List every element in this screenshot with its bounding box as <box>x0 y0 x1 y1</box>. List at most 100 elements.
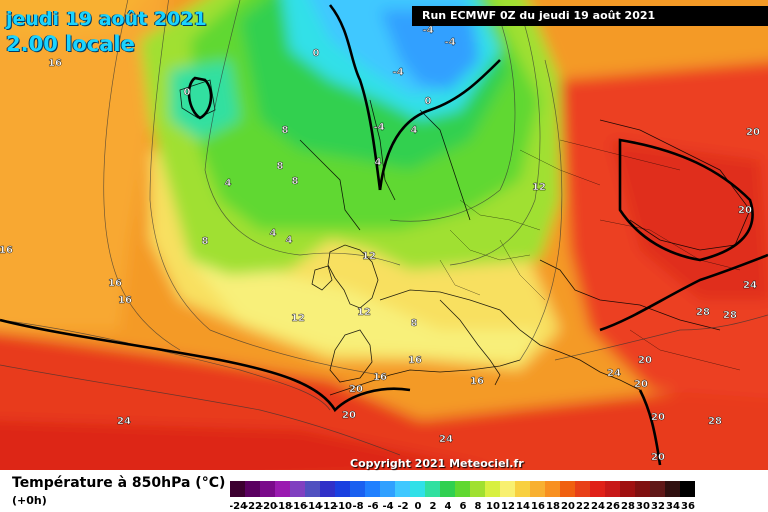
isotherm-label: 4 <box>225 178 232 189</box>
isotherm-label: 20 <box>342 410 356 421</box>
scale-swatch <box>410 481 425 497</box>
scale-swatch <box>320 481 335 497</box>
scale-swatch <box>500 481 515 497</box>
isotherm-label: 16 <box>118 295 132 306</box>
scale-tick-label: 14 <box>516 501 530 511</box>
scale-swatch <box>680 481 695 497</box>
scale-tick-label: 36 <box>681 501 695 511</box>
scale-swatch <box>650 481 665 497</box>
scale-tick-label: 32 <box>651 501 665 511</box>
isotherm-label: 4 <box>286 235 293 246</box>
isotherm-label: 24 <box>607 368 621 379</box>
isotherm-label: 4 <box>411 125 418 136</box>
scale-swatch <box>470 481 485 497</box>
scale-tick-label: 8 <box>475 501 482 511</box>
scale-tick-label: -22 <box>244 501 262 511</box>
scale-tick-label: 12 <box>501 501 515 511</box>
scale-tick-label: 24 <box>591 501 605 511</box>
isotherm-label: 12 <box>291 313 305 324</box>
isotherm-label: 4 <box>270 228 277 239</box>
scale-tick-label: 6 <box>460 501 467 511</box>
scale-tick-label: 30 <box>636 501 650 511</box>
scale-swatch <box>425 481 440 497</box>
scale-tick-label: -16 <box>289 501 307 511</box>
isotherm-label: 20 <box>651 412 665 423</box>
run-info: Run ECMWF 0Z du jeudi 19 août 2021 <box>412 6 768 26</box>
isotherm-label: 4 <box>375 157 382 168</box>
scale-swatch <box>665 481 680 497</box>
isotherm-label: 16 <box>373 372 387 383</box>
isotherm-label: -4 <box>422 25 433 36</box>
isotherm-label: 0 <box>425 96 432 107</box>
scale-swatch <box>605 481 620 497</box>
scale-swatch <box>230 481 245 497</box>
isotherm-label: 8 <box>277 161 284 172</box>
isotherm-label: 24 <box>743 280 757 291</box>
scale-tick-label: 18 <box>546 501 560 511</box>
scale-swatch <box>485 481 500 497</box>
legend-title: Température à 850hPa (°C) <box>12 475 226 491</box>
scale-tick-label: -20 <box>259 501 277 511</box>
scale-tick-label: 20 <box>561 501 575 511</box>
forecast-date: jeudi 19 août 2021 <box>6 8 207 30</box>
isotherm-label: 8 <box>411 318 418 329</box>
scale-tick-label: -14 <box>304 501 322 511</box>
isotherm-label: 8 <box>292 176 299 187</box>
legend-subtitle: (+0h) <box>12 494 47 507</box>
scale-tick-label: -24 <box>230 501 247 511</box>
isotherm-label: 28 <box>696 307 710 318</box>
isotherm-label: 8 <box>282 125 289 136</box>
scale-swatch <box>620 481 635 497</box>
scale-swatch <box>455 481 470 497</box>
scale-swatch <box>590 481 605 497</box>
isotherm-label: 12 <box>357 307 371 318</box>
scale-swatch <box>380 481 395 497</box>
isotherm-label: 20 <box>651 452 665 463</box>
isotherm-label: 20 <box>746 127 760 138</box>
isotherm-label: 16 <box>108 278 122 289</box>
scale-swatch <box>635 481 650 497</box>
scale-tick-label: -4 <box>382 501 393 511</box>
scale-tick-label: -2 <box>397 501 408 511</box>
scale-tick-label: 28 <box>621 501 635 511</box>
forecast-time: 2.00 locale <box>6 32 135 56</box>
color-scale-ticks: -24-22-20-18-16-14-12-10 -8 -6 -4 -2 0 2 4 6 8 10 1… <box>230 501 695 511</box>
scale-swatch <box>530 481 545 497</box>
isotherm-label: 16 <box>408 355 422 366</box>
isotherm-label: 0 <box>313 48 320 59</box>
isotherm-label: 12 <box>362 251 376 262</box>
copyright: Copyright 2021 Meteociel.fr <box>350 457 524 470</box>
scale-swatch <box>515 481 530 497</box>
scale-tick-label: -18 <box>274 501 292 511</box>
scale-swatch <box>560 481 575 497</box>
scale-tick-label: 10 <box>486 501 500 511</box>
scale-swatch <box>575 481 590 497</box>
scale-swatch <box>395 481 410 497</box>
scale-swatch <box>245 481 260 497</box>
isotherm-label: 28 <box>708 416 722 427</box>
scale-swatch <box>440 481 455 497</box>
scale-swatch <box>335 481 350 497</box>
isotherm-label: 12 <box>532 182 546 193</box>
isotherm-label: 20 <box>638 355 652 366</box>
isotherm-label: 24 <box>117 416 131 427</box>
isotherm-label: 0 <box>184 87 191 98</box>
isotherm-label: 16 <box>470 376 484 387</box>
color-scale <box>230 481 695 497</box>
scale-tick-label: 0 <box>415 501 422 511</box>
scale-swatch <box>350 481 365 497</box>
scale-tick-label: -12 <box>319 501 337 511</box>
scale-swatch <box>275 481 290 497</box>
scale-tick-label: 22 <box>576 501 590 511</box>
isotherm-label: 20 <box>738 205 752 216</box>
isotherm-label: -4 <box>444 37 455 48</box>
scale-swatch <box>545 481 560 497</box>
scale-tick-label: 26 <box>606 501 620 511</box>
scale-tick-label: -8 <box>352 501 363 511</box>
isotherm-label: 20 <box>634 379 648 390</box>
isotherm-label: 20 <box>349 384 363 395</box>
isotherm-label: 8 <box>202 236 209 247</box>
isotherm-label: 28 <box>723 310 737 321</box>
scale-tick-label: 34 <box>666 501 680 511</box>
